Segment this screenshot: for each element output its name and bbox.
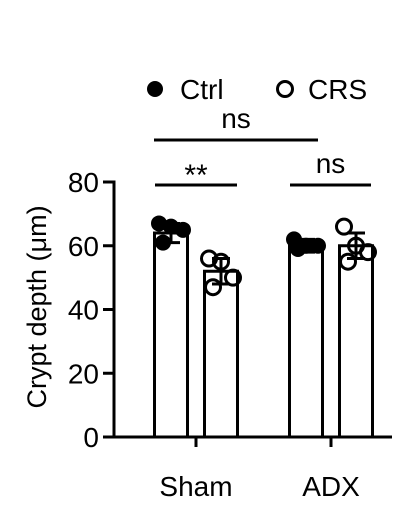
legend-marker-crs xyxy=(276,80,294,98)
x-tick-label-sham: Sham xyxy=(159,471,232,502)
y-axis-label: Crypt depth (μm) xyxy=(22,205,52,408)
point-ctrl-sham xyxy=(155,234,171,251)
annotation-label-ctrl-sham-vs-adx: ns xyxy=(221,103,251,134)
point-ctrl-sham xyxy=(151,215,167,232)
legend: Ctrl CRS xyxy=(147,74,367,105)
data-points xyxy=(151,215,377,297)
y-tick-label-2: 40 xyxy=(68,295,99,326)
y-tick-label-3: 60 xyxy=(68,231,99,262)
y-tick-label-4: 80 xyxy=(68,167,99,198)
legend-label-ctrl: Ctrl xyxy=(180,74,224,105)
y-tick-label-1: 20 xyxy=(68,358,99,389)
point-ctrl-sham xyxy=(163,218,179,235)
bar-crs-adx xyxy=(338,244,374,439)
bars xyxy=(153,221,374,439)
legend-label-crs: CRS xyxy=(308,74,367,105)
annotation-label-adx-ctrl-vs-crs: ns xyxy=(316,148,346,179)
point-crs-adx xyxy=(359,243,377,262)
bar-ctrl-sham xyxy=(153,231,189,439)
bar-ctrl-adx xyxy=(288,244,324,439)
point-crs-sham xyxy=(212,252,230,271)
point-ctrl-sham xyxy=(175,221,191,238)
point-crs-sham xyxy=(204,278,222,297)
significance-annotations: ** ns ns xyxy=(154,103,371,192)
x-tick-label-adx: ADX xyxy=(302,471,360,502)
point-crs-sham xyxy=(200,249,218,268)
point-crs-adx xyxy=(335,217,353,236)
bar-crs-sham xyxy=(203,269,239,439)
legend-marker-ctrl xyxy=(147,81,163,97)
point-ctrl-adx xyxy=(310,237,326,254)
point-crs-adx xyxy=(339,252,357,271)
point-crs-sham xyxy=(224,268,242,287)
point-ctrl-adx xyxy=(290,240,306,257)
annotation-label-sham-ctrl-vs-crs: ** xyxy=(184,159,208,192)
y-tick-label-0: 0 xyxy=(83,422,99,453)
axes: 0 20 40 60 80 Sham ADX xyxy=(68,167,392,502)
